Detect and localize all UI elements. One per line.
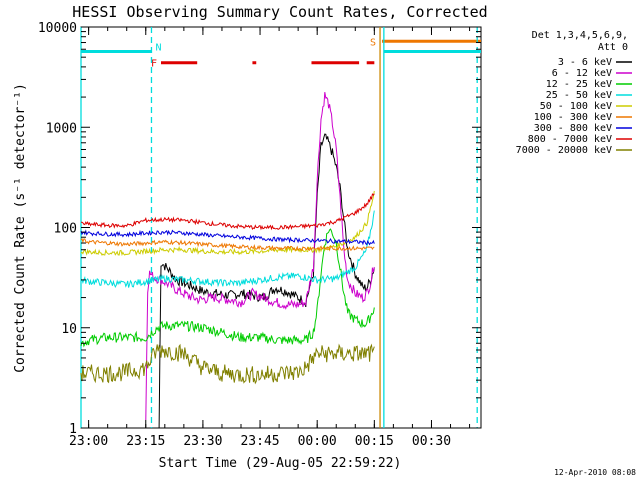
x-tick-label: 00:00 [298, 434, 337, 449]
state-bars: NF S [81, 37, 481, 70]
y-tick-label: 1 [69, 422, 77, 437]
legend-entry-label: 7000 - 20000 keV [516, 145, 612, 156]
series-line-7000-20000keV [80, 343, 375, 385]
legend-entry-label: 50 - 100 keV [540, 101, 612, 112]
plot-area [80, 26, 482, 429]
legend-title: Det 1,3,4,5,6,9, [532, 30, 628, 41]
legend-entry-label: 800 - 7000 keV [528, 134, 612, 145]
series-line-800-7000keV [81, 193, 375, 231]
x-tick-label: 23:45 [240, 434, 279, 449]
x-tick-label: 00:15 [355, 434, 394, 449]
series-line-12-25keV [80, 228, 375, 348]
series-line-25-50keV [80, 210, 375, 289]
legend-entry-label: 6 - 12 keV [552, 68, 612, 79]
series-lines [80, 92, 375, 429]
legend-entry-label: 3 - 6 keV [558, 57, 612, 68]
y-tick-label: 100 [54, 222, 77, 237]
state-bar-label: S [370, 37, 376, 48]
legend-entry-label: 100 - 300 keV [534, 112, 612, 123]
legend-entry-label: 300 - 800 keV [534, 123, 612, 134]
series-line-300-800keV [80, 229, 375, 246]
x-tick-label: 00:30 [412, 434, 451, 449]
x-tick-label: 23:00 [69, 434, 108, 449]
axes: 23:00 23:15 23:30 23:45 00:00 00:15 00:30 1 10 10… [38, 21, 481, 449]
x-tick-label: 23:30 [183, 434, 222, 449]
y-axis-label: Corrected Count Rate (s⁻¹ detector⁻¹) [13, 83, 28, 373]
legend-entry-label: 12 - 25 keV [546, 79, 612, 90]
x-axis-label: Start Time (29-Aug-05 22:59:22) [159, 456, 402, 471]
series-line-6-12keV [145, 92, 375, 421]
plot-frame [80, 26, 482, 429]
legend-title: Att 0 [598, 42, 628, 53]
legend-entry-label: 25 - 50 keV [546, 90, 612, 101]
y-tick-label: 1000 [46, 121, 77, 136]
y-tick-label: 10 [61, 322, 77, 337]
y-tick-label: 10000 [38, 21, 77, 36]
state-bar-label: F [151, 59, 157, 70]
series-line-100-300keV [80, 237, 375, 252]
chart-title: HESSI Observing Summary Count Rates, Cor… [72, 3, 487, 21]
state-bar-label: N [155, 42, 161, 53]
x-tick-label: 23:15 [126, 434, 165, 449]
footer-timestamp: 12-Apr-2010 08:08 [554, 468, 636, 477]
